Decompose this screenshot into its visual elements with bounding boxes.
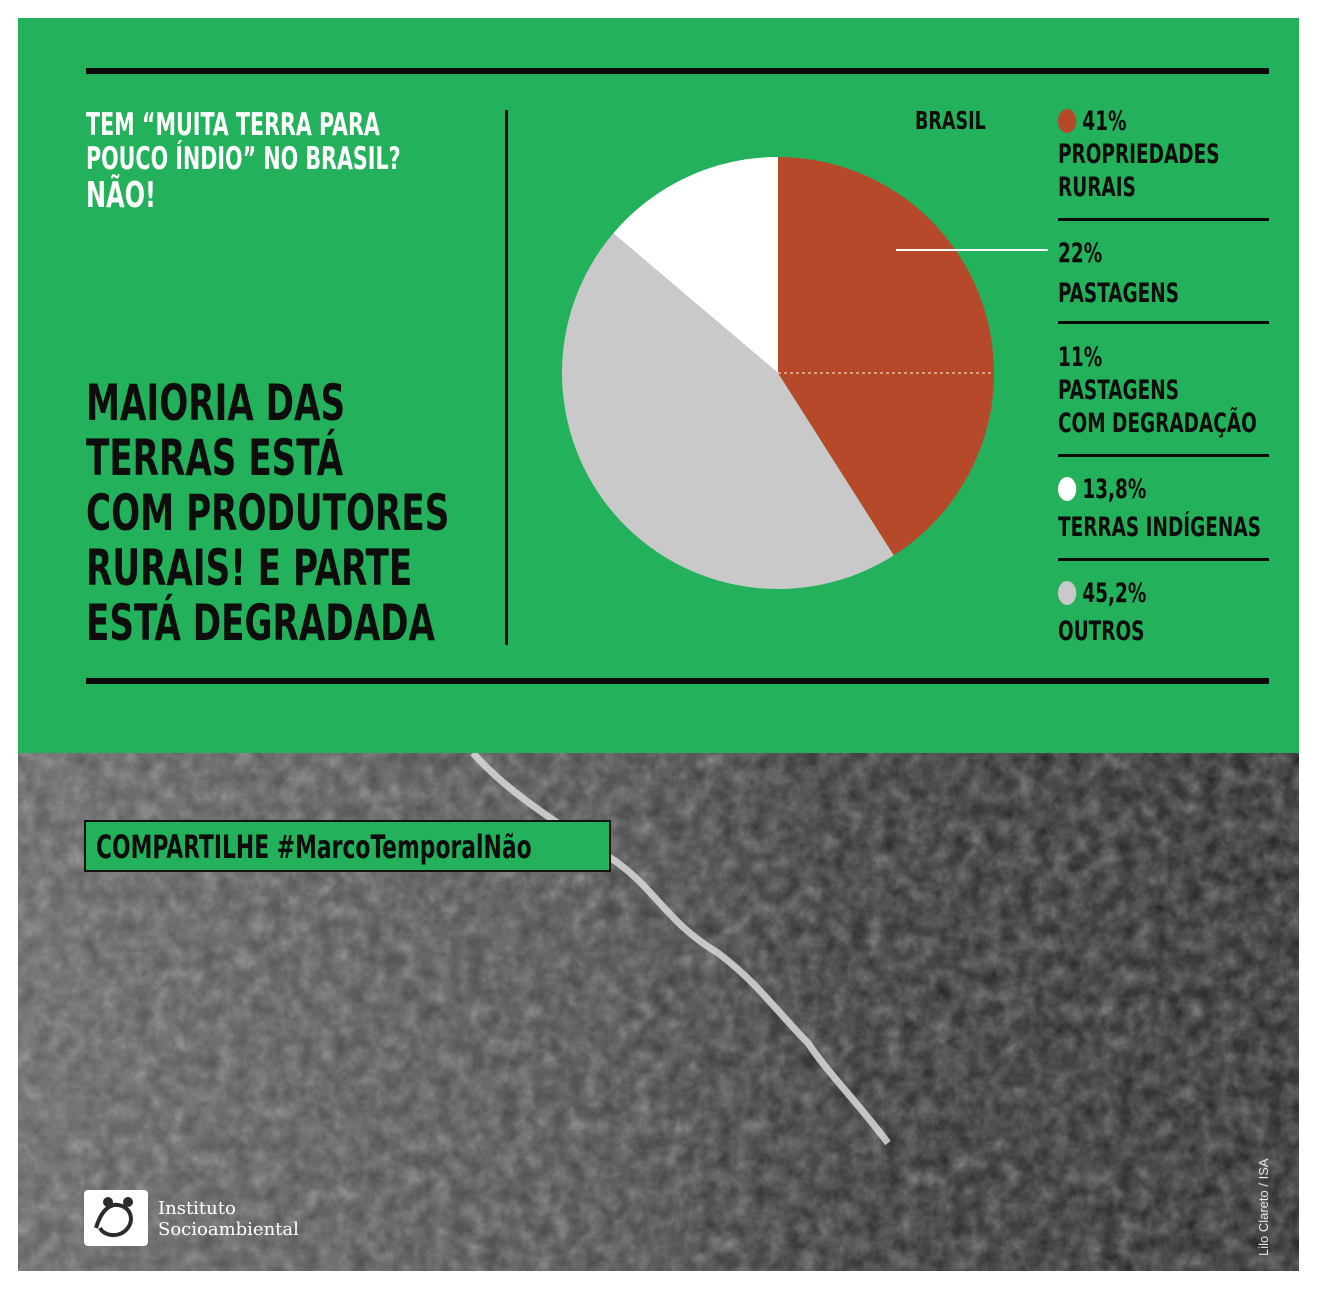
infographic: TEM “MUITA TERRA PARA POUCO ÍNDIO” NO BR… <box>18 18 1299 1271</box>
green-panel: TEM “MUITA TERRA PARA POUCO ÍNDIO” NO BR… <box>18 18 1299 753</box>
white-dot-icon <box>1058 477 1077 501</box>
legend-label: RURAIS <box>1058 172 1136 203</box>
legend-value: 13,8% <box>1082 474 1147 505</box>
headline-line: RURAIS! E PARTE <box>86 539 413 597</box>
vertical-divider <box>505 110 508 645</box>
question-line: TEM “MUITA TERRA PARA <box>86 107 380 143</box>
gray-dot-icon <box>1058 581 1077 605</box>
question-line: POUCO ÍNDIO” NO BRASIL? <box>86 141 401 177</box>
pie-slice-0 <box>778 157 995 556</box>
legend-entry-terras-indigenas: 13,8% TERRAS INDÍGENAS <box>1058 476 1299 547</box>
question-answer: NÃO! <box>86 175 156 216</box>
legend-label: OUTROS <box>1058 616 1145 647</box>
legend-divider <box>1058 558 1269 561</box>
logo-line: Instituto <box>158 1198 236 1219</box>
legend-value: 22% <box>1058 238 1103 269</box>
pie-chart <box>562 157 1048 589</box>
legend-entry-pastagens: 22% PASTAGENS <box>1058 240 1217 313</box>
bottom-rule <box>86 678 1269 684</box>
pie-slice-2 <box>613 157 778 373</box>
headline-line: MAIORIA DAS <box>86 374 346 432</box>
legend-value: 41% <box>1082 106 1127 137</box>
legend-divider <box>1058 218 1269 221</box>
pie-slice-1 <box>562 233 894 589</box>
legend-label: TERRAS INDÍGENAS <box>1058 512 1261 543</box>
isa-logo-icon <box>84 1190 148 1246</box>
top-rule <box>86 68 1269 74</box>
legend-entry-outros: 45,2% OUTROS <box>1058 580 1174 651</box>
legend-divider <box>1058 321 1269 324</box>
legend-label: PASTAGENS <box>1058 278 1180 309</box>
chart-title: BRASIL <box>915 106 986 135</box>
legend-value: 45,2% <box>1082 578 1147 609</box>
photo-credit: Lilo Clareto / ISA <box>1256 1158 1271 1256</box>
question-heading: TEM “MUITA TERRA PARA POUCO ÍNDIO” NO BR… <box>86 110 401 216</box>
headline-line: TERRAS ESTÁ <box>86 429 344 487</box>
logo-line: Socioambiental <box>158 1219 299 1240</box>
headline-line: ESTÁ DEGRADADA <box>86 594 436 652</box>
orange-dot-icon <box>1058 109 1077 133</box>
headline: MAIORIA DAS TERRAS ESTÁ COM PRODUTORES R… <box>86 378 449 653</box>
legend-label: PROPRIEDADES <box>1058 139 1220 170</box>
headline-line: COM PRODUTORES <box>86 484 450 542</box>
share-label: COMPARTILHE #MarcoTemporalNão <box>96 828 532 866</box>
share-hashtag-banner: COMPARTILHE #MarcoTemporalNão <box>84 820 611 872</box>
legend-label: PASTAGENS <box>1058 375 1180 406</box>
logo-wordmark: Instituto Socioambiental <box>158 1198 299 1240</box>
legend-entry-propriedades: 41% PROPRIEDADES RURAIS <box>1058 108 1271 207</box>
legend-divider <box>1058 454 1269 457</box>
legend-entry-pastagens-degradacao: 11% PASTAGENS COM DEGRADAÇÃO <box>1058 344 1299 443</box>
legend-label: COM DEGRADAÇÃO <box>1058 408 1257 439</box>
legend-value: 11% <box>1058 342 1103 373</box>
